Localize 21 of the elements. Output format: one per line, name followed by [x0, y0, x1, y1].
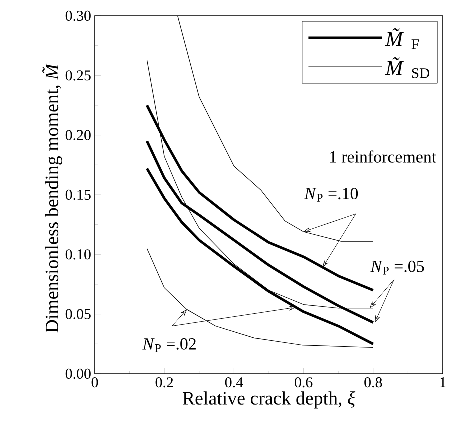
- x-tick-label: 0.2: [156, 378, 174, 388]
- y-tick-label: 0.20: [66, 130, 91, 140]
- x-tick-label: 0.6: [295, 378, 313, 388]
- annotation: 1 reinforcement: [330, 150, 437, 163]
- annotation: N$_{P}$ =.02: [142, 338, 196, 352]
- y-axis-title: Dimensionless bending moment, M̃: [42, 63, 62, 333]
- y-tick-label: 0.25: [66, 70, 91, 81]
- annotation: N$_{P}$ =.10: [304, 188, 358, 202]
- x-tick-label: 0.4: [225, 378, 244, 388]
- y-tick-label: 0.05: [66, 309, 91, 320]
- y-tick-label: 0.00: [66, 368, 91, 380]
- x-axis-title: Relative crack depth, ξ: [182, 392, 356, 409]
- annotation: N$_{P}$ =.05: [370, 260, 424, 275]
- y-tick-label: 0.30: [66, 10, 91, 22]
- x-tick-label: 0: [92, 378, 98, 388]
- y-tick-label: 0.15: [66, 190, 91, 200]
- legend-label: M̃$_{F}$: [385, 28, 419, 50]
- x-tick-label: 1: [440, 378, 446, 388]
- legend-label: M̃$_{SD}$: [385, 58, 430, 78]
- y-tick-label: 0.10: [66, 250, 91, 260]
- x-tick-label: 0.8: [364, 378, 382, 388]
